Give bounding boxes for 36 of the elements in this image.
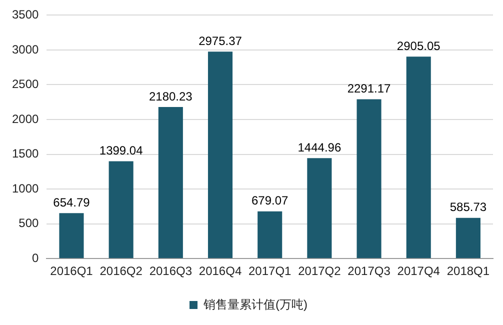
legend-label: 销售量累计值(万吨) <box>202 297 308 312</box>
bar <box>456 218 480 258</box>
bar <box>158 106 183 258</box>
bar <box>108 161 134 258</box>
x-tick-label: 2016Q3 <box>149 264 192 278</box>
x-tick-label: 2017Q2 <box>298 264 342 278</box>
y-tick-label: 1500 <box>12 146 40 161</box>
bar <box>59 213 84 258</box>
x-tick-label: 2018Q1 <box>446 264 490 278</box>
y-tick-label: 2500 <box>12 77 40 92</box>
x-tick-label: 2016Q1 <box>50 264 94 278</box>
data-label: 2180.23 <box>148 89 193 104</box>
x-tick-label: 2017Q1 <box>248 264 292 278</box>
x-tick-label: 2016Q2 <box>100 264 143 278</box>
x-tick-label: 2017Q3 <box>348 264 391 278</box>
y-tick-label: 2000 <box>12 112 40 126</box>
y-tick-label: 500 <box>18 216 40 230</box>
data-label: 1399.04 <box>99 144 144 158</box>
x-tick-label: 2016Q4 <box>198 264 242 278</box>
y-tick-label: 3000 <box>12 42 40 56</box>
data-label: 654.79 <box>53 195 90 210</box>
bar <box>356 99 382 258</box>
data-label: 2905.05 <box>396 38 441 53</box>
bar <box>406 56 431 258</box>
bar <box>307 158 332 258</box>
data-label: 679.07 <box>251 194 289 208</box>
x-tick-label: 2017Q4 <box>397 264 440 278</box>
data-label: 2291.17 <box>347 82 392 96</box>
data-label: 1444.96 <box>298 140 342 154</box>
y-tick-label: 3500 <box>12 8 40 22</box>
bar <box>208 52 233 258</box>
y-tick-label: 1000 <box>12 181 40 196</box>
data-label: 2975.37 <box>198 34 242 48</box>
data-label: 585.73 <box>450 200 487 214</box>
bar <box>258 211 282 258</box>
y-tick-label: 0 <box>32 250 40 265</box>
